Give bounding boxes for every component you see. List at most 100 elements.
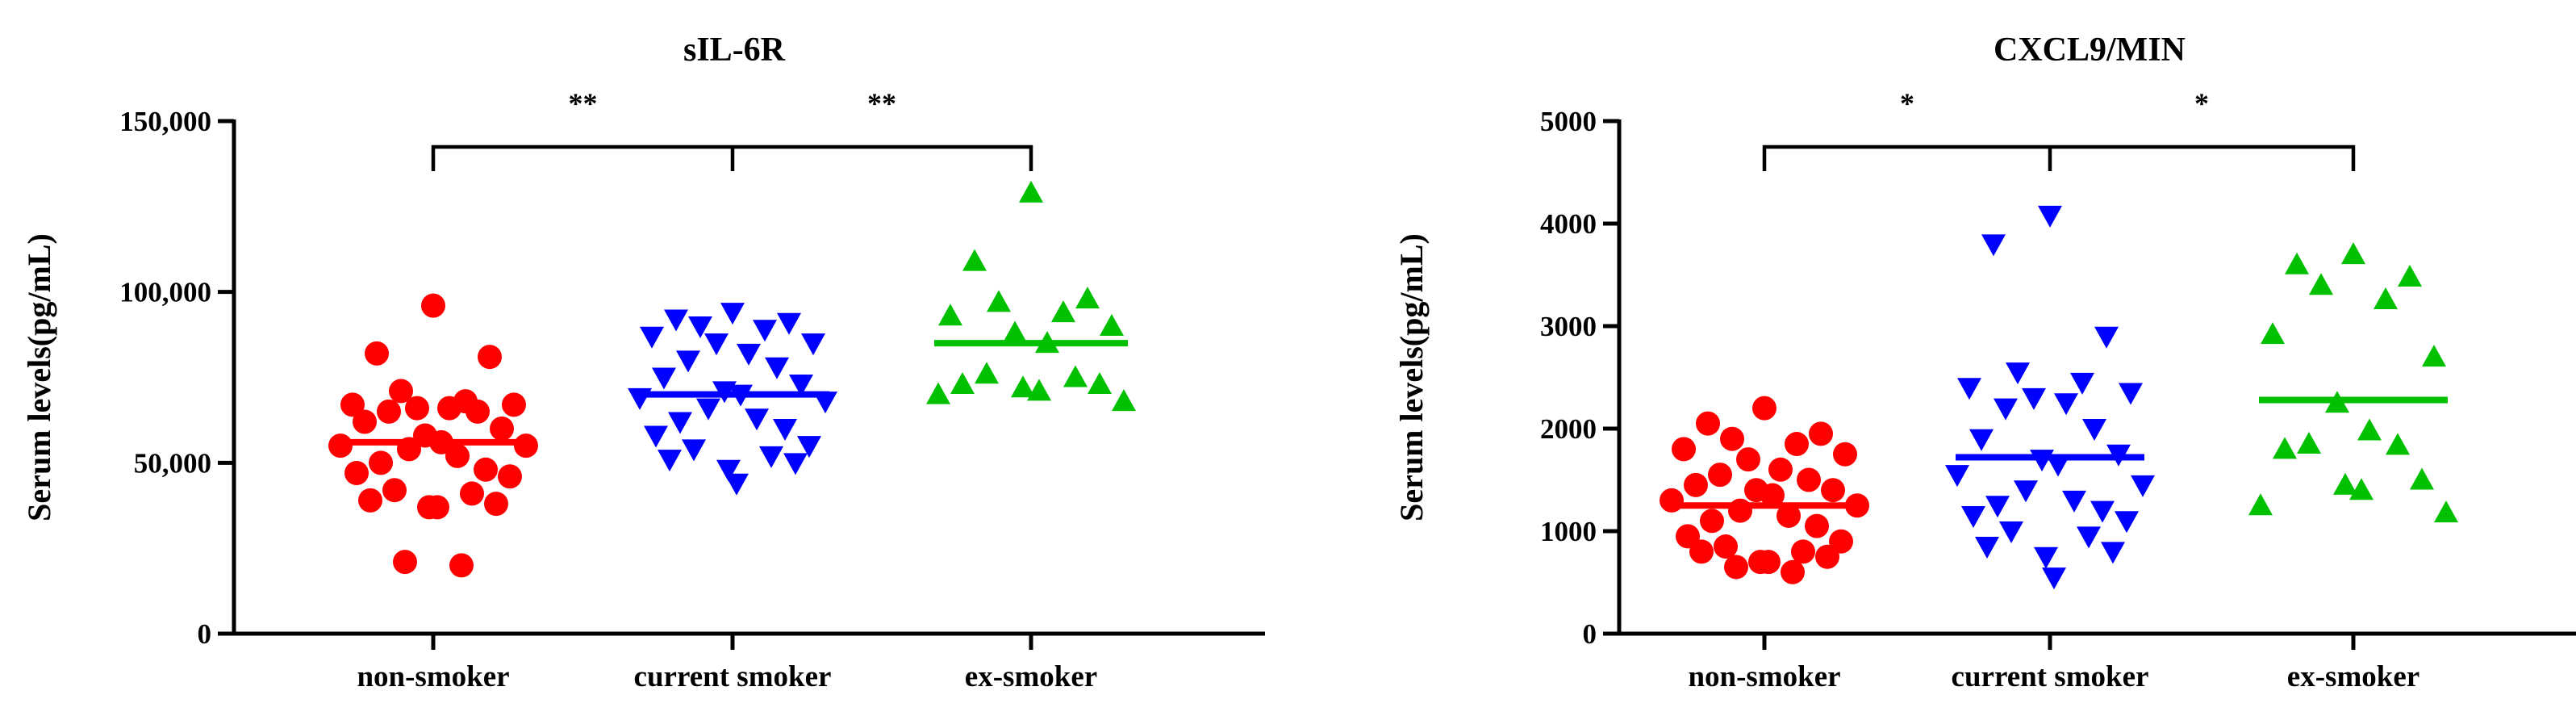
data-point	[789, 374, 813, 396]
data-point	[2006, 362, 2030, 385]
data-point	[1075, 287, 1100, 309]
data-point	[745, 408, 769, 431]
y-tick-label: 0	[198, 618, 212, 650]
significance-label: **	[867, 87, 896, 119]
significance-label: *	[1900, 87, 1914, 119]
data-point	[1760, 483, 1785, 508]
data-point	[1088, 371, 1112, 394]
data-point	[2386, 433, 2410, 455]
data-point	[777, 312, 801, 335]
data-point	[421, 293, 445, 318]
data-point	[640, 326, 664, 349]
data-point	[2261, 322, 2285, 345]
data-point	[474, 457, 498, 482]
data-point	[783, 453, 808, 475]
data-point	[1961, 505, 1985, 528]
series-ex-smoker	[926, 180, 1136, 412]
data-point	[1689, 539, 1714, 564]
data-point	[716, 459, 741, 482]
series-current smoker	[628, 303, 837, 496]
data-point	[1821, 478, 1845, 503]
data-point	[328, 433, 353, 458]
data-point	[2341, 242, 2365, 265]
data-point	[389, 379, 413, 404]
chart-panel-cxcl9: CXCL9/MIN Serum levels(pg/mL) 0 1000 2000 300…	[1393, 31, 2576, 693]
y-tick-label: 1000	[1540, 516, 1597, 547]
y-tick-label: 50,000	[134, 447, 211, 479]
data-point	[1776, 503, 1801, 528]
data-point	[1768, 457, 1793, 482]
y-axis-label: Serum levels(pg/mL)	[21, 233, 57, 521]
y-axis-label: Serum levels(pg/mL)	[1393, 233, 1430, 521]
data-point	[2119, 383, 2143, 405]
data-point	[2349, 478, 2374, 500]
data-point	[498, 464, 522, 489]
data-point	[1957, 378, 1981, 400]
data-point	[962, 249, 987, 271]
data-point	[449, 553, 474, 578]
data-point	[1985, 496, 2010, 518]
data-point	[1660, 488, 1684, 513]
chart-title: sIL-6R	[683, 31, 786, 69]
y-tick-label: 100,000	[119, 277, 211, 308]
data-point	[696, 398, 720, 421]
data-point	[1720, 426, 1744, 451]
data-point	[737, 343, 761, 366]
data-point	[2248, 493, 2273, 516]
data-point	[987, 290, 1011, 312]
data-point	[514, 433, 538, 458]
x-category-label: current smoker	[1952, 660, 2149, 693]
data-point	[938, 304, 962, 326]
chart-panel-sil6r: sIL-6R Serum levels(pg/mL) 0 50,000 100,000 1…	[21, 31, 1265, 693]
x-category-label: non-smoker	[1688, 660, 1840, 693]
data-point	[1975, 537, 1999, 559]
data-point	[445, 443, 470, 468]
data-point	[1051, 300, 1075, 323]
data-point	[2038, 205, 2062, 228]
x-category-label: current smoker	[634, 660, 832, 693]
data-point	[1684, 472, 1708, 497]
data-point	[1969, 429, 1994, 451]
data-point	[2309, 273, 2333, 295]
data-point	[382, 478, 407, 503]
data-point	[2062, 490, 2086, 513]
data-point	[2285, 252, 2309, 274]
data-point	[2042, 567, 2066, 590]
data-point	[1752, 396, 1776, 421]
data-point	[365, 341, 389, 366]
y-tick-label: 0	[1583, 618, 1597, 650]
data-point	[2082, 419, 2106, 441]
data-point	[2090, 500, 2115, 523]
data-point	[682, 439, 706, 462]
data-point	[926, 382, 950, 404]
data-point	[1027, 379, 1051, 401]
data-point	[644, 425, 668, 448]
data-point	[658, 450, 682, 472]
data-point	[2034, 546, 2058, 569]
data-point	[1724, 555, 1748, 580]
significance-bracket	[431, 144, 1033, 171]
data-point	[704, 333, 729, 356]
data-point	[797, 436, 821, 458]
data-point	[460, 481, 484, 506]
data-point	[2014, 480, 2038, 503]
data-point	[2070, 372, 2094, 395]
data-point	[801, 333, 825, 356]
data-point	[1112, 389, 1136, 412]
data-point	[2054, 393, 2078, 416]
data-point	[1003, 320, 1027, 343]
significance-label: **	[569, 87, 598, 119]
data-point	[2273, 437, 2297, 459]
data-point	[490, 417, 514, 441]
series-non-smoker	[1660, 396, 1869, 584]
data-point	[1100, 314, 1124, 336]
data-point	[2131, 475, 2155, 497]
data-point	[724, 473, 749, 496]
data-point	[1781, 559, 1805, 584]
significance-bracket	[1762, 144, 2356, 171]
data-point	[676, 350, 700, 373]
data-point	[2094, 326, 2119, 349]
x-category-label: ex-smoker	[965, 660, 1097, 693]
data-point	[720, 303, 745, 325]
y-tick-label: 150,000	[119, 106, 211, 137]
